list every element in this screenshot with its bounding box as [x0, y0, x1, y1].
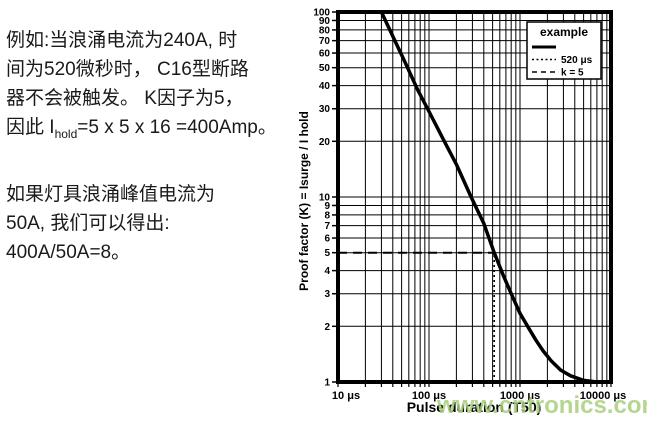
y-tick-label: 8	[324, 210, 330, 221]
example-paragraph: 例如:当浪涌电流为240A, 时 间为520微秒时， C16型断路 器不会被触发…	[6, 26, 301, 149]
y-tick-label: 1	[324, 378, 330, 389]
y-tick-label: 50	[319, 63, 331, 74]
watermark-text: www.cntronics.com	[437, 392, 647, 419]
paragraph2-line1: 如果灯具浪涌峰值电流为	[6, 184, 216, 205]
y-tick-label: 70	[319, 36, 331, 47]
paragraph1-line1: 例如:当浪涌电流为240A, 时	[6, 30, 238, 51]
y-tick-label: 80	[319, 25, 331, 36]
x-tick-label: 1000 μs	[500, 390, 540, 402]
y-tick-label: 20	[319, 137, 331, 148]
legend-item-label: k = 5	[561, 68, 584, 79]
x-tick-label: 10000 μs	[580, 390, 627, 402]
legend-title: example	[540, 25, 588, 39]
y-tick-label: 6	[324, 234, 330, 245]
x-axis-label: Pulse duration (T50)	[406, 399, 542, 415]
y-tick-label: 100	[313, 8, 330, 19]
y-tick-label: 9	[324, 201, 330, 212]
y-tick-label: 10	[319, 193, 331, 204]
y-tick-label: 40	[319, 81, 331, 92]
paragraph2-line3: 400A/50A=8。	[6, 242, 131, 263]
paragraph2-line2: 50A, 我们可以得出:	[6, 213, 170, 234]
x-tick-label: 100 μs	[412, 390, 446, 402]
y-tick-label: 60	[319, 49, 331, 60]
y-tick-label: 90	[319, 16, 331, 27]
y-tick-label: 5	[324, 248, 330, 259]
y-tick-label: 3	[324, 289, 330, 300]
y-axis-label: Proof factor (K) = Isurge / I hold	[297, 111, 311, 291]
y-tick-label: 4	[324, 266, 330, 277]
legend-item-label: 520 μs	[561, 55, 593, 66]
legend: example 520 μs k = 5	[526, 21, 602, 80]
x-tick-label: 10 μs	[332, 390, 360, 402]
y-tick-label: 7	[324, 221, 330, 232]
conclusion-paragraph: 如果灯具浪涌峰值电流为 50A, 我们可以得出: 400A/50A=8。	[6, 180, 301, 267]
ihold-subscript: hold	[54, 126, 78, 141]
paragraph1-line2: 间为520微秒时， C16型断路	[6, 59, 249, 80]
y-tick-label: 30	[319, 104, 331, 115]
x-axis-ticks: 10 μs 100 μs 1000 μs 10000 μs	[332, 382, 626, 402]
paragraph1-line3: 器不会被触发。 K因子为5，	[6, 88, 244, 109]
example-curve	[379, 11, 611, 384]
paragraph1-line4: 因此 Ihold=5 x 5 x 16 =400Amp。	[6, 117, 277, 141]
y-tick-label: 2	[324, 322, 330, 333]
legend-box	[526, 21, 602, 80]
